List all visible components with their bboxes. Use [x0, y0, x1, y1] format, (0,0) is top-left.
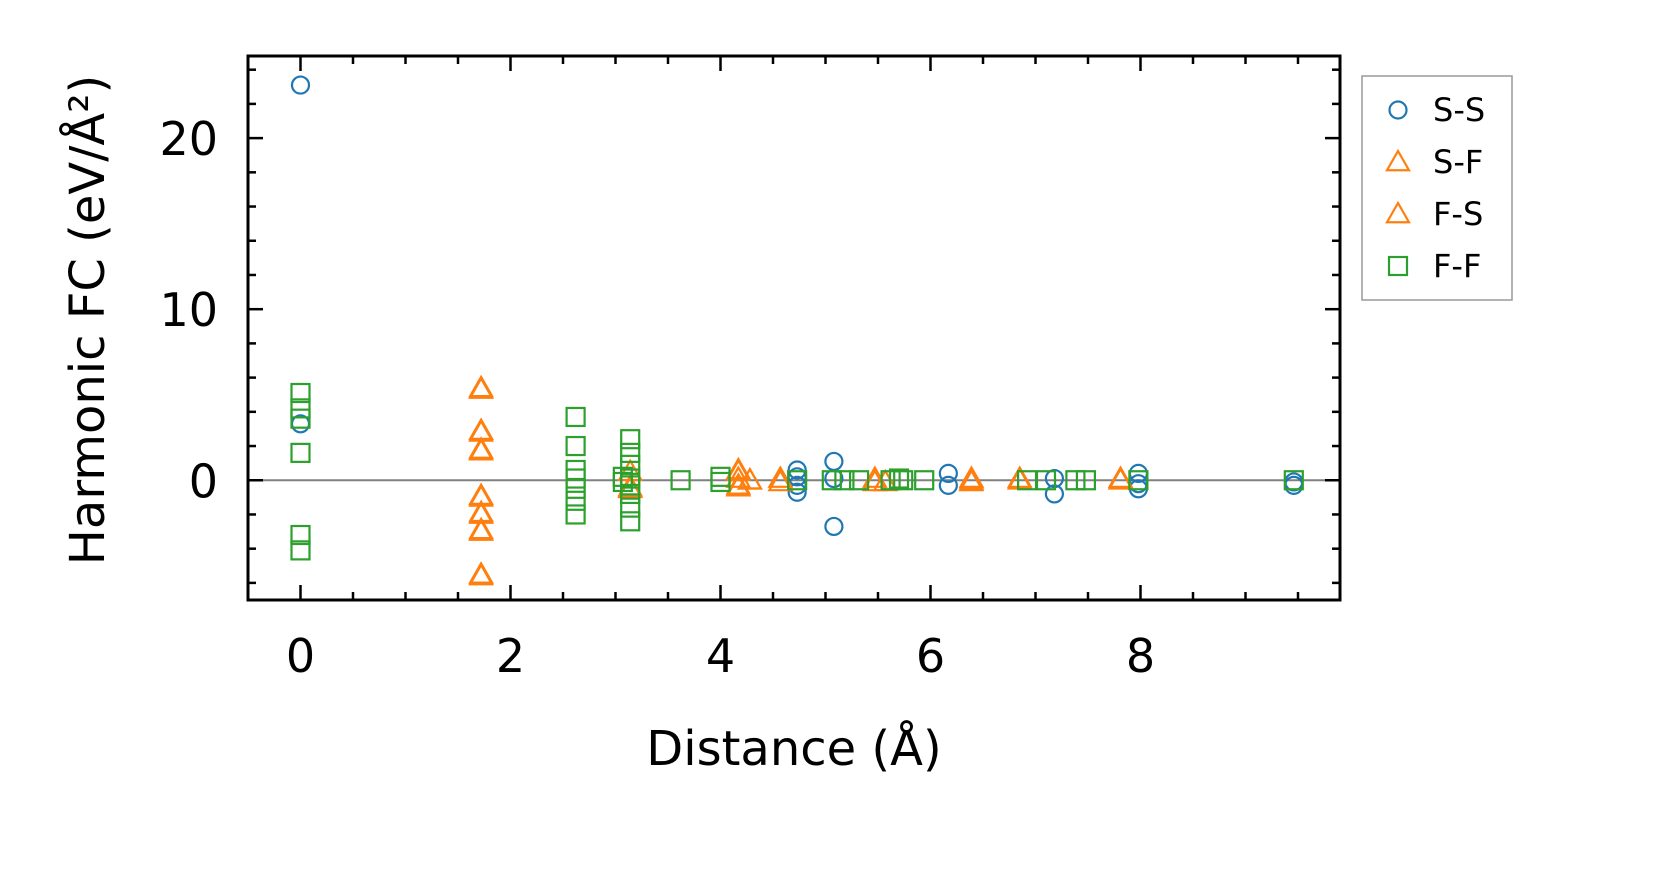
x-tick-label: 8: [1126, 629, 1155, 683]
point-f-s: [861, 468, 888, 492]
point-f-f: [565, 468, 586, 489]
point-f-f: [787, 470, 808, 491]
point-f-s: [767, 468, 794, 492]
point-f-f: [710, 466, 731, 487]
point-f-f: [1128, 470, 1149, 491]
point-f-s: [737, 467, 763, 490]
legend-label: S-F: [1433, 143, 1483, 181]
point-s-f: [861, 465, 888, 488]
legend-marker-circle: [1388, 100, 1408, 120]
x-tick-label: 0: [286, 629, 315, 683]
legend: S-S S-F F-S F-F: [1361, 75, 1513, 301]
point-f-s: [468, 518, 494, 541]
legend-marker-square: [1387, 255, 1409, 277]
legend-entries: S-S S-F F-S F-F: [1385, 91, 1485, 285]
point-f-f: [620, 511, 641, 532]
point-s-s: [824, 468, 844, 489]
legend-label: F-F: [1433, 247, 1481, 285]
plot-frame: [246, 54, 1342, 602]
point-f-f: [848, 470, 870, 491]
point-f-s: [468, 562, 494, 586]
point-f-s: [1006, 465, 1033, 488]
point-f-f: [834, 470, 855, 491]
point-f-f: [620, 497, 641, 518]
point-f-f: [620, 454, 641, 475]
point-f-f: [620, 483, 641, 505]
point-f-f: [290, 540, 311, 561]
y-tick-label: 10: [159, 283, 218, 337]
point-s-s: [938, 475, 958, 495]
point-f-f: [290, 382, 311, 404]
legend-box: [1361, 75, 1513, 301]
x-tick-label: 6: [916, 629, 945, 683]
tick-labels: 0 2 4 6 8 0 10 20: [159, 112, 1155, 683]
point-s-s: [938, 463, 958, 484]
point-f-f: [565, 406, 586, 428]
axis-ticks: [248, 56, 1340, 600]
point-f-f: [565, 490, 586, 511]
point-f-f: [290, 442, 311, 463]
y-tick-label: 0: [189, 454, 218, 508]
point-s-s: [290, 75, 311, 95]
point-s-s: [787, 460, 807, 480]
point-f-s: [468, 376, 494, 399]
point-f-f: [565, 435, 586, 457]
data-points: [290, 75, 1304, 586]
point-f-f: [290, 398, 311, 419]
legend-label: F-S: [1433, 195, 1483, 233]
point-s-s: [787, 482, 807, 502]
point-f-f: [290, 524, 311, 546]
point-s-s: [824, 451, 844, 472]
point-f-f: [1075, 470, 1097, 491]
point-f-s: [958, 467, 985, 490]
legend-label: S-S: [1433, 91, 1485, 129]
point-f-f: [1065, 470, 1086, 491]
point-f-f: [914, 470, 935, 491]
point-f-f: [620, 429, 641, 450]
point-f-s: [725, 458, 752, 482]
point-f-s: [1107, 465, 1134, 488]
point-f-f: [1283, 470, 1304, 491]
y-tick-label: 20: [159, 112, 218, 166]
point-f-f: [565, 504, 586, 525]
legend-marker-triangle: [1385, 200, 1411, 224]
point-f-f: [565, 478, 586, 499]
y-axis-label: Harmonic FC (eV/Å²): [59, 75, 116, 565]
point-f-f: [290, 408, 311, 429]
point-f-f: [1035, 470, 1057, 491]
point-f-f: [893, 470, 914, 491]
point-s-s: [824, 516, 844, 537]
point-f-s: [725, 472, 752, 495]
x-tick-label: 2: [496, 629, 525, 683]
point-f-f: [670, 470, 691, 491]
x-tick-label: 4: [706, 629, 735, 683]
point-f-f: [888, 468, 910, 489]
point-f-s: [468, 437, 494, 461]
point-f-f: [710, 471, 731, 493]
legend-marker-triangle: [1385, 148, 1411, 172]
point-f-f: [821, 470, 842, 491]
point-s-f: [767, 465, 794, 488]
point-f-f: [620, 442, 641, 463]
point-s-f: [725, 465, 752, 488]
x-axis-label: Distance (Å): [646, 720, 941, 777]
